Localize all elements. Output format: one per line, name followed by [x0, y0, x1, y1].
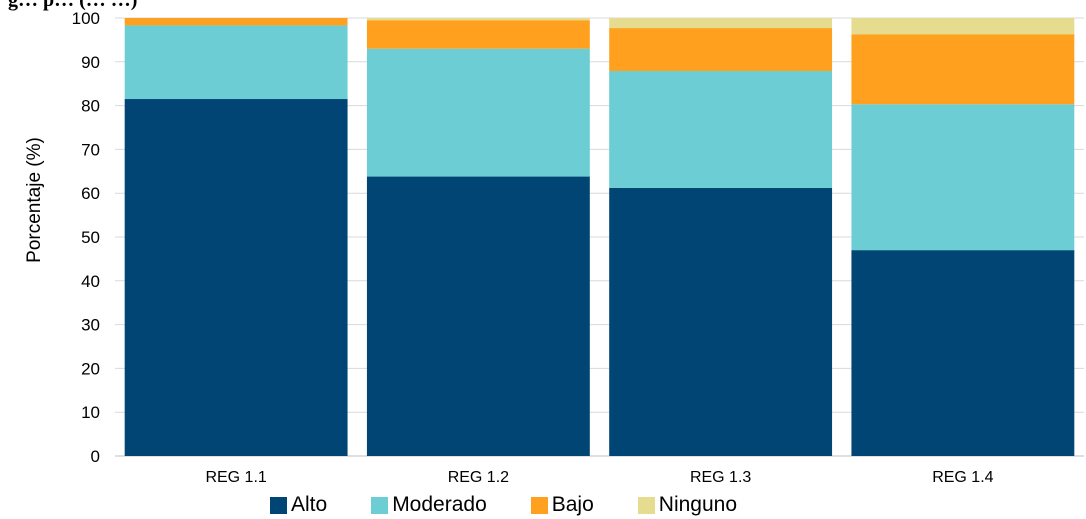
legend-item-alto: Alto — [270, 493, 327, 517]
legend-swatch — [530, 496, 548, 514]
bar-segment-moderado — [851, 104, 1075, 251]
bar-segment-bajo — [851, 34, 1075, 105]
y-tick-label: 80 — [81, 97, 100, 116]
y-tick-label: 40 — [81, 272, 100, 291]
x-category-label: REG 1.3 — [690, 469, 751, 486]
bar-segment-moderado — [124, 25, 348, 100]
y-axis-label: Porcentaje (%) — [24, 137, 45, 263]
x-category-label: REG 1.4 — [932, 469, 993, 486]
bars-group — [124, 18, 1075, 456]
bar-segment-alto — [851, 250, 1075, 456]
y-tick-label: 100 — [72, 9, 100, 28]
y-tick-label: 0 — [91, 447, 100, 466]
bar-segment-alto — [366, 176, 590, 456]
legend-item-ninguno: Ninguno — [637, 493, 738, 517]
legend-item-bajo: Bajo — [530, 493, 594, 517]
bar-segment-bajo — [124, 18, 348, 26]
legend-label: Ninguno — [658, 493, 738, 516]
bar-segment-bajo — [366, 20, 590, 49]
x-category-label: REG 1.2 — [448, 469, 509, 486]
legend-label: Alto — [291, 493, 328, 516]
bar-segment-moderado — [609, 70, 833, 188]
legend: Alto Moderado Bajo Ninguno — [270, 493, 781, 517]
y-axis-ticks: 0 10 20 30 40 50 60 70 80 90 100 — [72, 9, 100, 466]
y-tick-label: 50 — [81, 228, 100, 247]
y-tick-label: 10 — [81, 403, 100, 422]
bar-segment-ninguno — [609, 18, 833, 29]
bar-segment-alto — [609, 187, 833, 456]
x-category-label: REG 1.1 — [205, 469, 266, 486]
bar-segment-alto — [124, 99, 348, 456]
x-axis-labels: REG 1.1 REG 1.2 REG 1.3 REG 1.4 — [205, 469, 993, 486]
y-tick-label: 70 — [81, 140, 100, 159]
bar-segment-moderado — [366, 48, 590, 177]
legend-item-moderado: Moderado — [371, 493, 487, 517]
legend-swatch — [637, 496, 655, 514]
legend-swatch — [270, 496, 287, 514]
chart-title-fragment: g… p… (… …) — [8, 0, 137, 11]
bar-segment-bajo — [609, 28, 833, 71]
y-tick-label: 20 — [81, 359, 100, 378]
y-tick-label: 30 — [81, 316, 100, 335]
legend-label: Moderado — [392, 493, 487, 516]
legend-label: Bajo — [551, 493, 594, 516]
bar-segment-ninguno — [851, 18, 1075, 35]
y-tick-label: 60 — [81, 184, 100, 203]
legend-swatch — [371, 496, 389, 514]
y-tick-label: 90 — [81, 53, 100, 72]
bar-segment-ninguno — [366, 18, 590, 21]
